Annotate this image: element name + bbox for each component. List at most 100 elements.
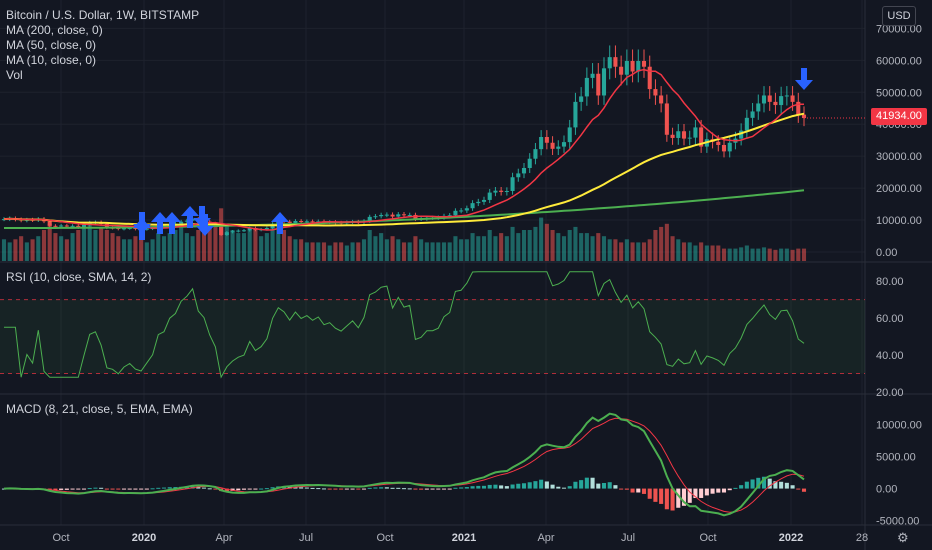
rsi-band [0,299,865,374]
volume-bar [350,242,355,261]
macd-histogram-bar [339,488,344,490]
macd-histogram-bar [761,476,767,489]
volume-bar [87,223,92,261]
volume-bar [373,236,378,261]
volume-bar [544,223,549,261]
volume-bar [779,248,784,261]
time-tick-label: 2020 [132,532,156,544]
gear-icon[interactable]: ⚙ [897,530,909,545]
volume-bar [704,245,709,261]
volume-bar [401,242,407,261]
ma200-line [4,189,805,229]
candle-body [739,130,744,139]
volume-bar [744,245,749,261]
candle-body [299,221,304,223]
volume-bar [390,236,395,261]
candle-body [699,127,704,147]
volume-bar [259,236,264,261]
volume-bar [579,233,584,261]
macd-histogram-bar [739,485,744,489]
volume-bar [767,248,772,261]
macd-histogram-bar [590,477,595,489]
legend-ma200[interactable]: MA (200, close, 0) [6,23,103,37]
moving-averages [3,68,865,231]
candle-body [379,214,384,217]
legend-macd[interactable]: MACD (8, 21, close, 5, EMA, EMA) [6,402,193,416]
macd-histogram-bar [744,481,749,489]
candle-body [579,96,584,102]
volume-bar [601,236,607,261]
candle-body [401,214,407,216]
macd-histogram-bar [464,487,469,489]
candle-body [87,222,92,225]
macd-histogram-bar [561,487,567,489]
macd-histogram-bar [521,483,527,489]
volume-bar [584,233,589,261]
last-price-label: 41934.00 [871,108,927,125]
candle-body [127,228,132,230]
macd-histogram-bar [224,488,229,492]
macd-histogram-bar [396,487,401,489]
macd-histogram-bar [516,483,521,489]
legend-rsi[interactable]: RSI (10, close, SMA, 14, 2) [6,270,152,284]
candle-body [407,214,412,216]
candle-body [516,173,521,178]
candle-body [796,101,801,115]
volume-bar [161,236,167,261]
volume-bar [104,230,109,261]
legend-ma10[interactable]: MA (10, close, 0) [6,53,97,67]
macd-histogram-bar [447,488,452,490]
volume-bar [676,239,681,261]
volume-bar [653,230,658,261]
macd-histogram-bar [704,488,709,496]
macd-histogram-bar [510,484,515,489]
currency-badge[interactable]: USD [882,6,916,26]
legend-title[interactable]: Bitcoin / U.S. Dollar, 1W, BITSTAMP [6,8,200,22]
volume-bar [619,242,624,261]
macd-histogram-bar [504,486,509,489]
time-tick-label: 2021 [452,532,476,544]
candle-body [527,158,532,168]
candle-body [670,134,675,138]
macd-histogram-bar [601,482,607,489]
signal-arrows [133,68,813,240]
macd-histogram-bar [573,481,578,489]
candle-body [264,228,269,230]
macd-histogram-bar [133,488,138,490]
volume-bar [47,223,52,261]
volume-bar [636,242,641,261]
volume-bar [121,239,127,261]
macd-histogram-bar [653,488,658,502]
volume-bar [344,245,349,261]
candle-body [304,221,309,223]
macd-histogram-bar [59,488,64,490]
rsi-legend: RSI (10, close, SMA, 14, 2) [6,270,151,285]
volume-bar [790,249,795,261]
macd-histogram-bar [241,488,247,490]
candle-body [784,95,789,97]
signal-arrow [271,212,289,234]
candle-body [447,215,452,217]
volume-bar [304,242,309,261]
macd-histogram-bar [710,488,715,494]
candle-body [184,220,189,222]
signal-arrow [196,214,214,236]
macd-histogram-bar [773,481,778,489]
macd-histogram-bar [139,488,144,490]
macd-histogram-bar [579,480,584,489]
candle-body [219,225,224,236]
legend-ma50[interactable]: MA (50, close, 0) [6,38,97,52]
macd-histogram-bar [253,488,258,490]
macd-histogram-bar [459,487,464,489]
candle-body [613,57,618,67]
candle-body [521,167,527,174]
volume-bar [384,239,389,261]
legend-vol[interactable]: Vol [6,68,23,82]
volume-bar [481,236,487,261]
candle-body [721,144,727,152]
macd-histogram-bar [424,488,429,490]
macd-histogram-bar [401,488,407,490]
macd-histogram-bar [441,488,447,490]
volume-bar [41,230,47,261]
